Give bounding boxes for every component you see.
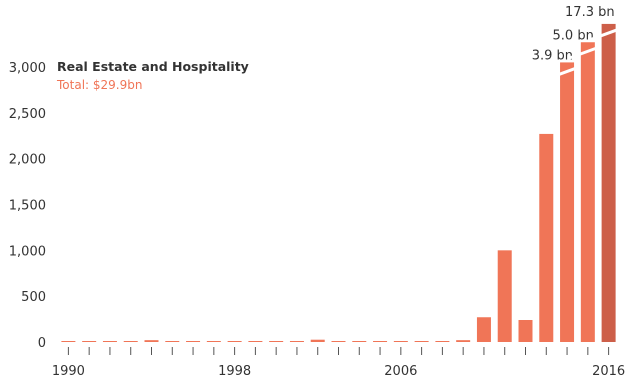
x-tick-label-2016: 2016	[592, 364, 625, 379]
bar-2004	[352, 341, 367, 342]
x-tick-label-1998: 1998	[218, 364, 251, 379]
bar-2014	[560, 62, 575, 343]
bar-2005	[373, 341, 388, 342]
y-tick-label: 3,000	[9, 61, 46, 76]
bar-1998	[227, 341, 242, 342]
y-tick-label: 500	[21, 290, 46, 305]
y-tick-label: 1,000	[9, 244, 46, 259]
bar-2002	[310, 339, 325, 342]
bar-1997	[206, 341, 221, 342]
bar-2016	[601, 23, 616, 343]
bar-2015	[580, 42, 595, 342]
bar-2003	[331, 341, 346, 342]
bar-2000	[269, 341, 284, 342]
bar-2012	[518, 320, 533, 342]
bar-1993	[123, 341, 138, 342]
value-label-2016: 17.3 bn	[565, 5, 615, 20]
y-tick-label: 1,500	[9, 199, 46, 214]
x-tick-label-2006: 2006	[384, 364, 417, 379]
bar-2010	[476, 317, 491, 342]
bar-2009	[456, 340, 471, 342]
bar-1995	[165, 341, 180, 342]
bar-1994	[144, 340, 159, 342]
bar-2006	[393, 341, 408, 342]
bar-1999	[248, 341, 263, 342]
y-tick-label: 0	[38, 336, 46, 351]
legend-total: Total: $29.9bn	[57, 78, 143, 92]
y-tick-label: 2,500	[9, 107, 46, 122]
bar-2013	[539, 133, 554, 342]
axis-break-2014	[547, 66, 579, 80]
bar-1991	[82, 341, 97, 342]
bar-2001	[289, 341, 304, 342]
bar-2008	[435, 341, 450, 342]
bar-2007	[414, 341, 429, 342]
value-label-2014: 3.9 bn	[532, 48, 573, 63]
y-tick-label: 2,000	[9, 153, 46, 168]
bar-1990	[61, 341, 76, 342]
value-label-2015: 5.0 bn	[553, 28, 594, 43]
x-tick-label-1990: 1990	[52, 364, 85, 379]
axis-break-2016	[589, 27, 621, 42]
bar-1996	[186, 341, 201, 342]
legend-title: Real Estate and Hospitality	[57, 59, 249, 74]
bar-2011	[497, 250, 512, 342]
axis-break-2015	[568, 45, 600, 60]
bar-1992	[102, 341, 117, 342]
